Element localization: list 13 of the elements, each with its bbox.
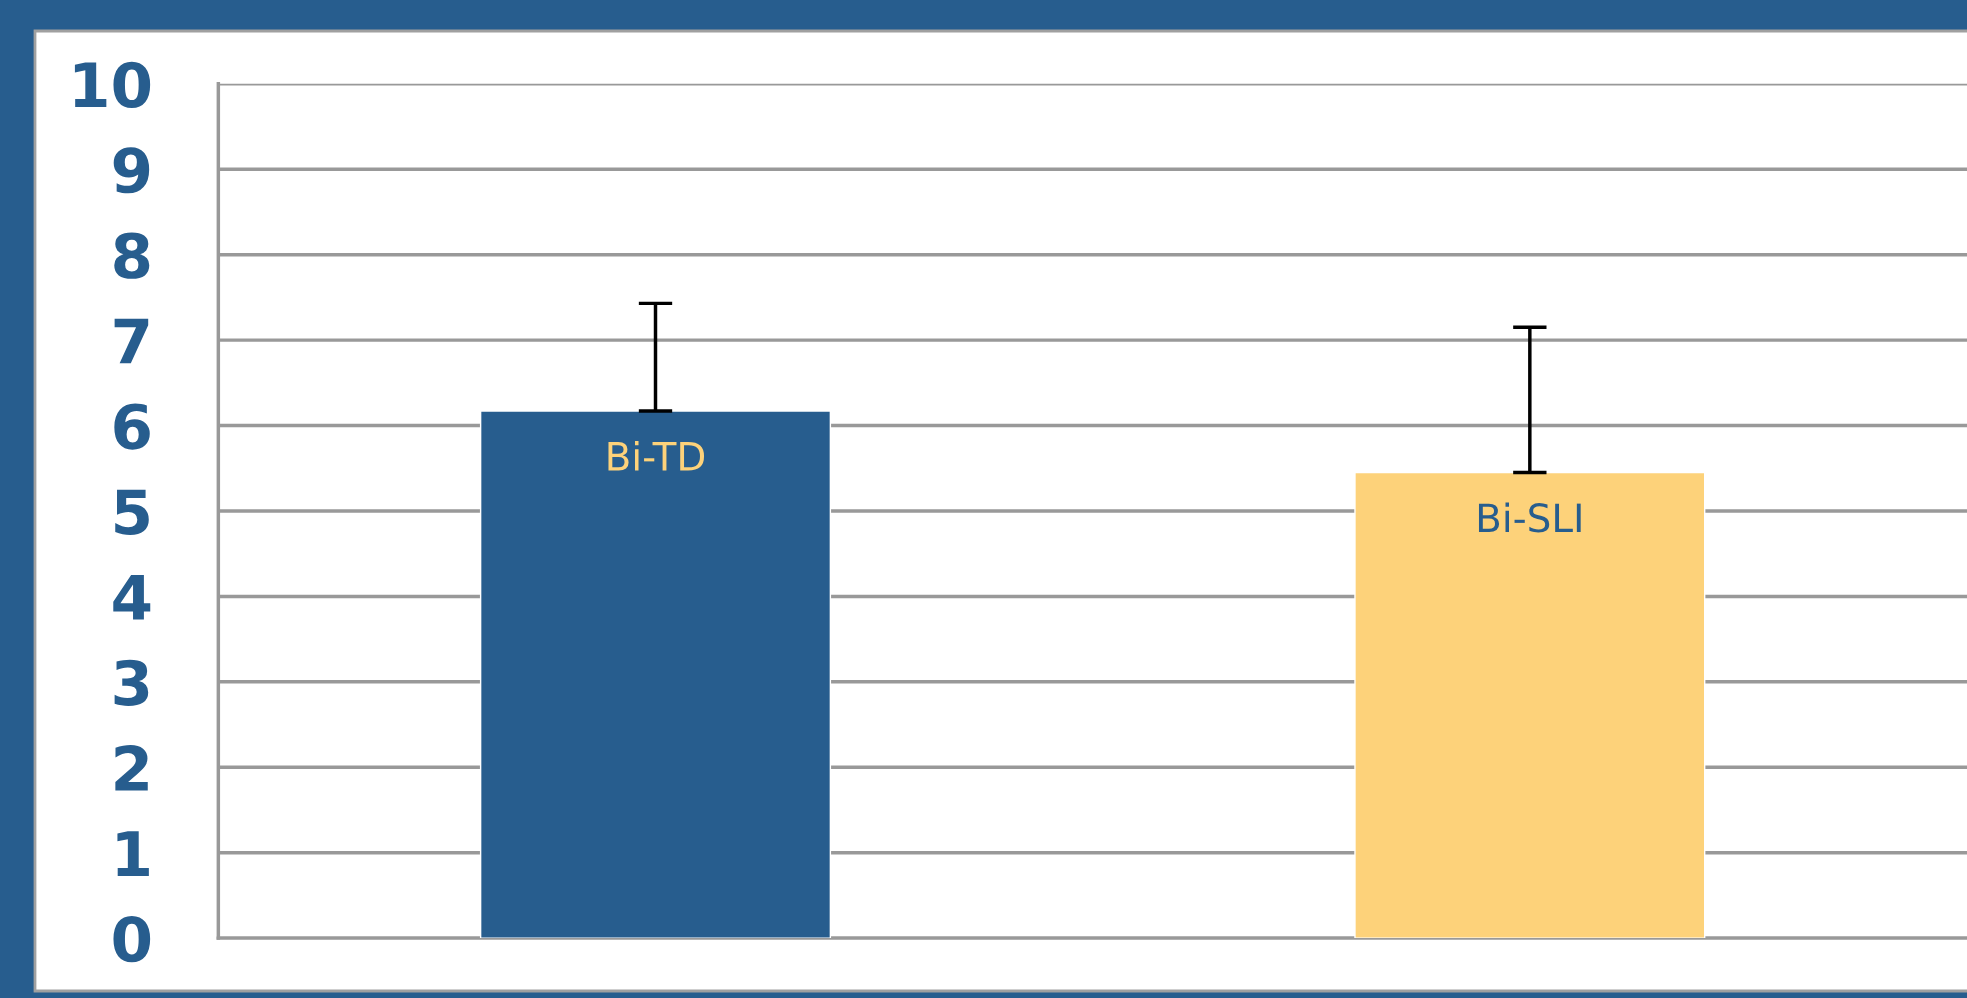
y-tick-label: 5 bbox=[115, 489, 149, 536]
y-tick-label: 1 bbox=[117, 831, 149, 876]
y-tick-label: 7 bbox=[114, 318, 149, 364]
y-tick-label: 6 bbox=[114, 403, 150, 450]
y-tick-label: 4 bbox=[113, 575, 151, 620]
y-tick-label: 0 bbox=[113, 915, 151, 963]
y-tick-label: 3 bbox=[114, 659, 149, 706]
x-tick-label: Bi-SLI bbox=[1478, 502, 1581, 533]
y-tick-label: 2 bbox=[115, 745, 148, 791]
y-tick-label: 9 bbox=[113, 147, 150, 194]
y-tick-label: 10 bbox=[74, 61, 151, 108]
y-tick-label: 8 bbox=[114, 232, 150, 279]
x-tick-label: Bi-TD bbox=[608, 440, 705, 471]
